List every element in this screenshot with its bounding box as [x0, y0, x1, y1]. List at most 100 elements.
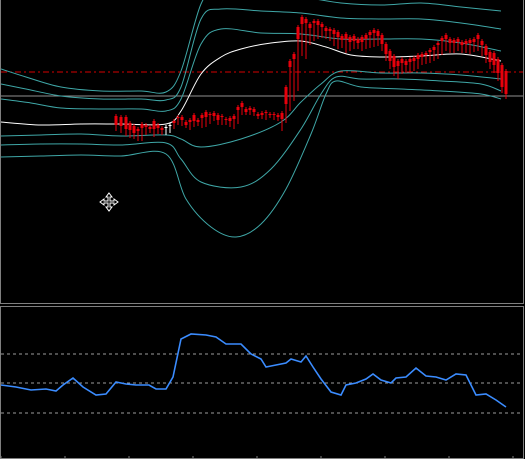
candle — [452, 38, 456, 53]
candle — [492, 51, 496, 73]
band-lower-1 — [1, 70, 502, 148]
oscillator-chart[interactable] — [1, 307, 523, 459]
candle — [404, 59, 408, 73]
candle — [420, 52, 424, 65]
candle — [480, 39, 484, 56]
candle — [180, 115, 184, 126]
candle — [348, 35, 352, 51]
candle — [232, 114, 236, 129]
candle — [296, 25, 300, 91]
candle — [496, 57, 500, 81]
candle — [176, 115, 180, 125]
band-upper-1 — [1, 28, 502, 112]
price-chart-pane[interactable] — [0, 0, 524, 304]
candle — [316, 19, 320, 39]
candle — [460, 40, 464, 53]
candle — [188, 118, 192, 130]
band-upper-2 — [1, 8, 502, 102]
candle — [300, 15, 304, 56]
candle — [260, 111, 264, 119]
candle — [156, 123, 160, 134]
candle — [328, 27, 332, 41]
candle — [504, 69, 508, 99]
candle — [196, 118, 200, 126]
candle — [124, 115, 128, 136]
candle — [384, 42, 388, 61]
candle — [356, 37, 360, 49]
price-chart[interactable] — [1, 0, 523, 304]
candle — [320, 22, 324, 38]
candle — [372, 28, 376, 47]
candle — [236, 105, 240, 124]
candle — [344, 32, 348, 53]
candle — [500, 63, 504, 93]
candle — [140, 122, 144, 141]
candle — [272, 112, 276, 120]
candle — [468, 38, 472, 54]
candle — [308, 22, 312, 45]
candle — [280, 111, 284, 131]
candle — [128, 121, 132, 138]
candle — [228, 116, 232, 127]
candle — [208, 112, 212, 124]
candle — [416, 53, 420, 69]
candle — [324, 26, 328, 39]
candle — [488, 50, 492, 69]
candle — [368, 30, 372, 48]
candle — [412, 56, 416, 71]
candle — [392, 54, 396, 76]
candle — [336, 30, 340, 49]
candle — [136, 127, 140, 141]
candle — [248, 106, 252, 115]
candle — [192, 113, 196, 127]
candle — [114, 114, 118, 131]
candle — [440, 36, 444, 55]
candle — [164, 125, 168, 135]
candle — [400, 57, 404, 74]
candle — [119, 115, 123, 133]
candle — [172, 119, 176, 129]
candle — [220, 114, 224, 125]
candle — [456, 37, 460, 51]
candle — [312, 19, 316, 41]
candle — [204, 110, 208, 127]
candle — [152, 119, 156, 137]
candle — [448, 37, 452, 53]
candle — [200, 113, 204, 128]
candle — [364, 33, 368, 49]
band-upper-3 — [1, 0, 502, 94]
candle — [484, 44, 488, 63]
candle — [436, 41, 440, 59]
candle — [224, 117, 228, 125]
candle — [424, 51, 428, 64]
candle — [144, 123, 148, 135]
candle — [396, 59, 400, 79]
band-lower-3 — [1, 80, 502, 238]
candle — [428, 48, 432, 63]
candle — [408, 57, 412, 73]
oscillator-line — [1, 333, 507, 408]
candle — [472, 37, 476, 52]
candle — [444, 33, 448, 51]
candle — [240, 101, 244, 115]
candle — [376, 29, 380, 46]
candle — [160, 126, 164, 135]
candle — [292, 52, 296, 101]
oscillator-pane[interactable] — [0, 306, 524, 459]
candle — [284, 85, 288, 123]
candle — [268, 112, 272, 118]
candle — [340, 34, 344, 48]
band-lower-2 — [1, 75, 502, 189]
candle — [148, 125, 152, 133]
move-cross-icon — [99, 192, 119, 212]
candle — [288, 59, 292, 111]
candle — [276, 113, 280, 121]
candle — [304, 17, 308, 59]
candle — [264, 110, 268, 120]
candle — [184, 120, 188, 128]
candle — [360, 35, 364, 51]
candle — [332, 28, 336, 46]
candle — [432, 45, 436, 61]
candle — [352, 34, 356, 49]
